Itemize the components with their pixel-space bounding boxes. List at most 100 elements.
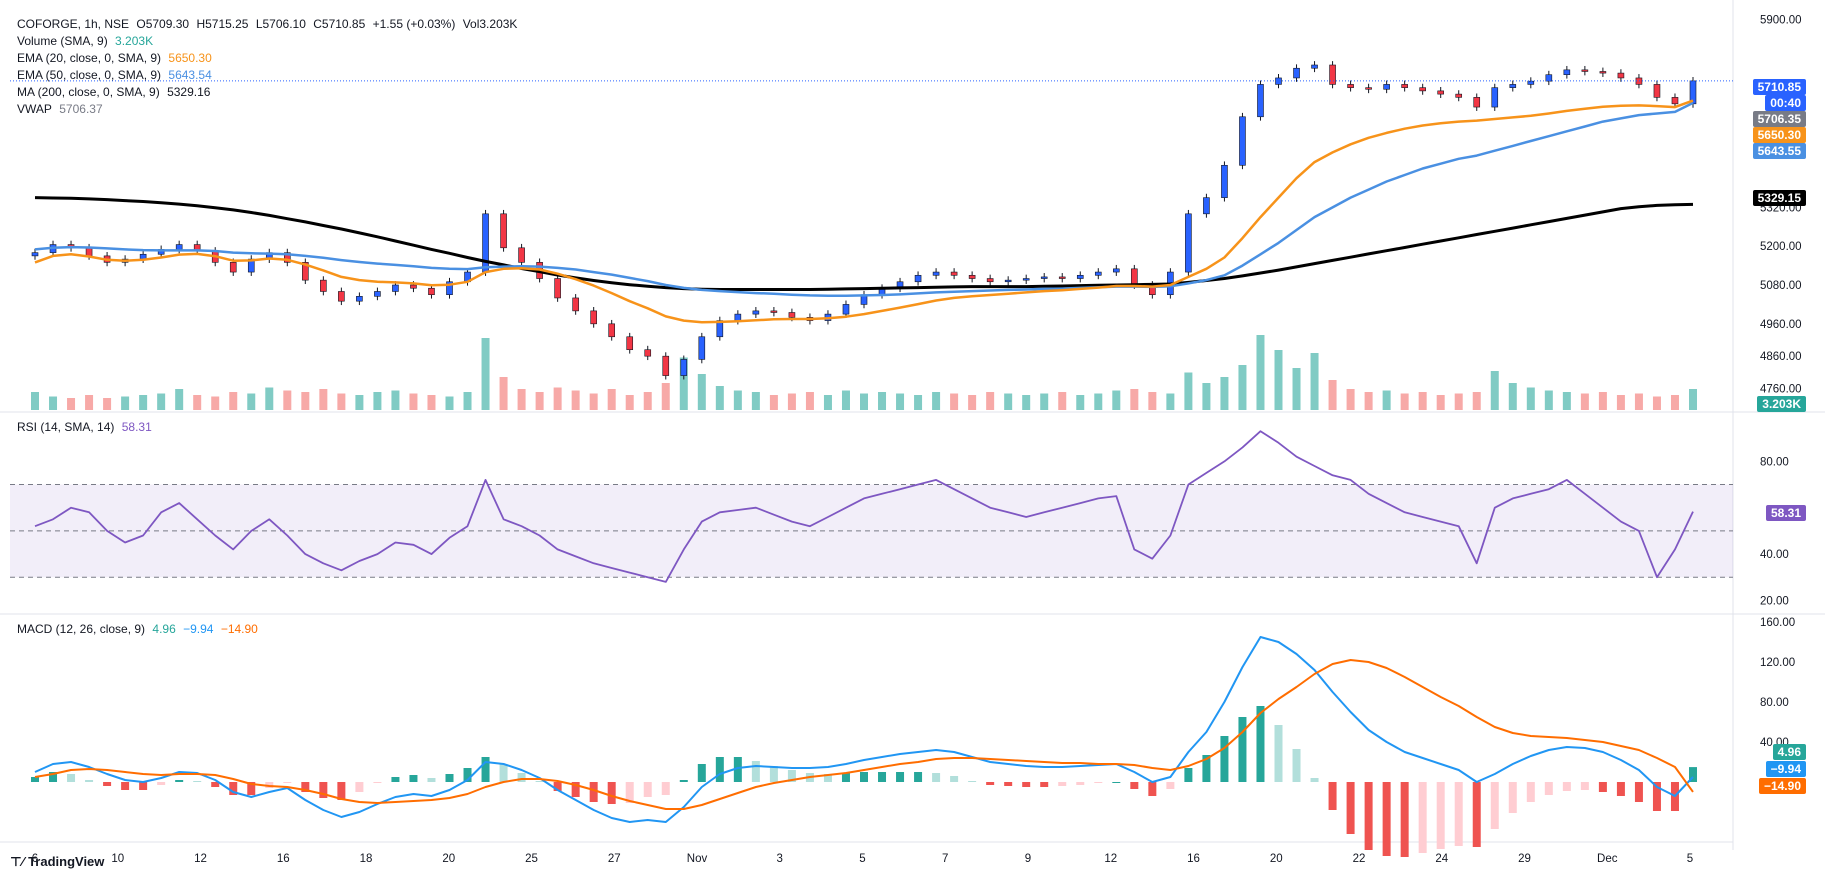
rsi-legend-label: RSI (14, SMA, 14)	[17, 420, 115, 434]
volume-bar	[283, 390, 292, 410]
macd-histogram-bar	[247, 782, 256, 795]
macd-histogram-bar	[823, 774, 832, 782]
time-axis-label: 12	[1104, 853, 1117, 865]
macd-histogram-bar	[1490, 782, 1499, 829]
close-value: C5710.85	[313, 17, 366, 31]
macd-histogram-bar	[301, 782, 310, 792]
volume-bar	[914, 395, 923, 410]
volume-bar	[1040, 393, 1049, 410]
macd-histogram-bar	[841, 773, 850, 782]
candle-body	[1022, 278, 1030, 281]
volume-bar	[661, 383, 670, 410]
time-axis-label: 12	[194, 853, 207, 865]
signal-line	[34, 659, 1694, 810]
tradingview-logo[interactable]: ⊤⁄ TradingView	[10, 854, 105, 869]
macd-histogram-bar	[751, 761, 760, 782]
rsi-axis-tick: 40.00	[1760, 549, 1789, 561]
macd-histogram-bar	[85, 780, 94, 782]
volume-legend-label: Volume (SMA, 9)	[17, 34, 108, 48]
volume-bar	[643, 392, 652, 410]
time-axis-label: 22	[1353, 853, 1366, 865]
time-axis-label: Nov	[687, 853, 708, 865]
volume-bar	[1400, 393, 1409, 410]
volume-legend[interactable]: Volume (SMA, 9) 3.203K	[17, 33, 157, 49]
macd-legend-v1: 4.96	[152, 622, 176, 636]
macd-histogram-bar	[445, 774, 454, 782]
macd-histogram-bar	[517, 773, 526, 782]
time-axis-label: 6	[32, 853, 38, 865]
symbol-label: COFORGE, 1h, NSE	[17, 17, 130, 31]
macd-histogram-bar	[103, 782, 112, 786]
candle-body	[1563, 69, 1571, 76]
ema20-line	[34, 99, 1694, 324]
macd-histogram-bar	[1022, 782, 1031, 787]
volume-bar	[1148, 392, 1157, 410]
macd-histogram-bar	[896, 772, 905, 782]
candle-body	[1275, 77, 1282, 85]
volume-bar	[463, 392, 472, 410]
volume-bar	[1112, 390, 1121, 410]
volume-bar	[1598, 392, 1607, 410]
macd-histogram-bar	[715, 757, 724, 782]
macd-histogram-bar	[733, 757, 742, 782]
macd-histogram-bar	[1256, 706, 1265, 782]
ema20-legend[interactable]: EMA (20, close, 0, SMA, 9) 5650.30	[17, 50, 216, 66]
candle-body	[356, 296, 363, 302]
macd-histogram-bar	[1040, 782, 1049, 787]
candle-body	[914, 274, 922, 283]
macd-histogram-bar	[1652, 782, 1661, 811]
candle-body	[572, 297, 579, 312]
volume-bar	[787, 393, 796, 410]
macd-histogram-bar	[373, 782, 382, 783]
macd-histogram-bar	[1364, 782, 1373, 850]
macd-histogram-bar	[481, 757, 490, 782]
candle-body	[1671, 97, 1679, 105]
macd-histogram-bar	[1292, 749, 1301, 782]
candle-body	[1293, 67, 1300, 79]
candle-body	[1419, 87, 1426, 92]
macd-histogram-bar	[1220, 736, 1229, 782]
rsi-legend[interactable]: RSI (14, SMA, 14) 58.31	[17, 419, 156, 435]
rsi-legend-value: 58.31	[121, 420, 152, 434]
macd-axis-tick: 160.00	[1760, 617, 1795, 629]
volume-bar	[1202, 383, 1211, 410]
candle-body	[175, 244, 183, 250]
volume-bar	[391, 390, 400, 410]
rsi-axis-tick: 80.00	[1760, 456, 1789, 468]
vwap-legend[interactable]: VWAP 5706.37	[17, 101, 107, 117]
ema50-badge: 5643.55	[1752, 143, 1806, 159]
macd-histogram-bar	[409, 775, 418, 782]
macd-hist-badge: 4.96	[1772, 744, 1806, 760]
candle-body	[1635, 77, 1643, 85]
macd-histogram-bar	[643, 782, 652, 797]
volume-bar	[337, 393, 346, 410]
ma200-legend[interactable]: MA (200, close, 0, SMA, 9) 5329.16	[17, 84, 214, 100]
volume-bar	[1508, 383, 1517, 410]
candle-body	[1221, 164, 1228, 198]
volume-bar	[499, 377, 508, 410]
candle-body	[428, 287, 435, 296]
volume-bar	[1544, 390, 1553, 410]
macd-histogram-bar	[31, 777, 39, 782]
macd-histogram-bar	[499, 764, 508, 782]
macd-legend[interactable]: MACD (12, 26, close, 9) 4.96 −9.94 −14.9…	[17, 621, 262, 637]
candle-body	[1239, 116, 1246, 166]
volume-bar	[1346, 389, 1355, 410]
volume-total: Vol3.203K	[462, 17, 518, 31]
macd-histogram-bar	[1310, 778, 1319, 782]
macd-histogram-bar	[697, 764, 706, 782]
volume-bar	[1382, 390, 1391, 410]
candle-body	[932, 271, 940, 276]
price-axis-tick: 4760.00	[1760, 384, 1802, 396]
volume-bar	[1310, 353, 1319, 410]
volume-bar	[751, 392, 760, 410]
ema50-legend[interactable]: EMA (50, close, 0, SMA, 9) 5643.54	[17, 67, 216, 83]
volume-bar	[481, 338, 490, 410]
signal-line-badge: −14.90	[1758, 778, 1806, 794]
macd-histogram-bar	[769, 766, 778, 782]
price-axis-tick: 5080.00	[1760, 280, 1802, 292]
volume-bar	[301, 392, 310, 410]
ma200-legend-label: MA (200, close, 0, SMA, 9)	[17, 85, 160, 99]
ma200-badge: 5329.15	[1752, 190, 1806, 206]
